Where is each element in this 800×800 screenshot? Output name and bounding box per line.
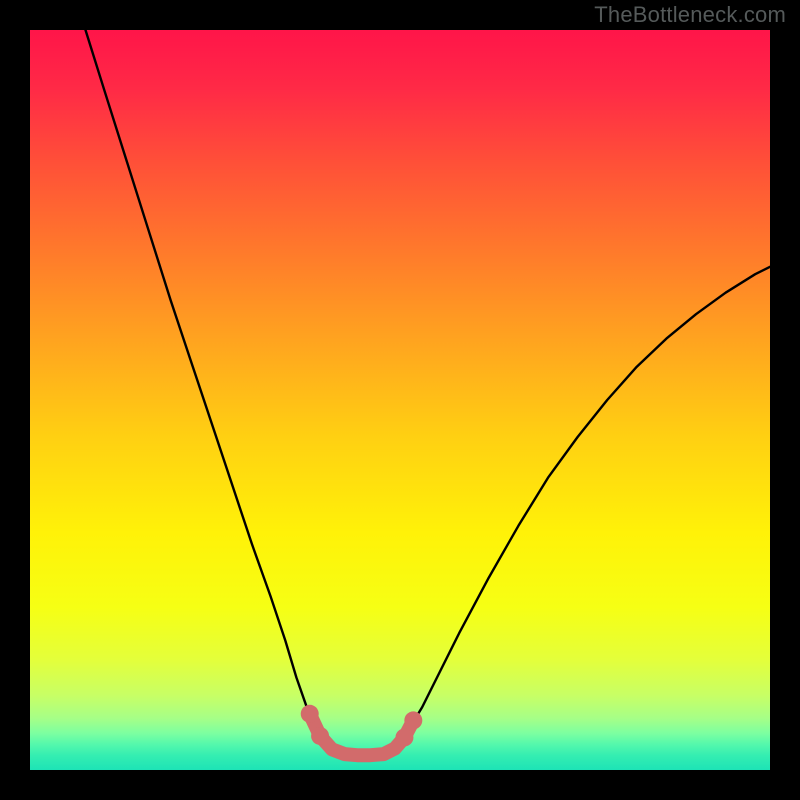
valley-marker: [301, 705, 319, 723]
valley-marker: [395, 728, 413, 746]
watermark-label: TheBottleneck.com: [594, 2, 786, 28]
gradient-plot-background: [30, 30, 770, 770]
chart-stage: TheBottleneck.com: [0, 0, 800, 800]
valley-marker: [311, 727, 329, 745]
bottleneck-chart-svg: [0, 0, 800, 800]
valley-marker: [404, 711, 422, 729]
